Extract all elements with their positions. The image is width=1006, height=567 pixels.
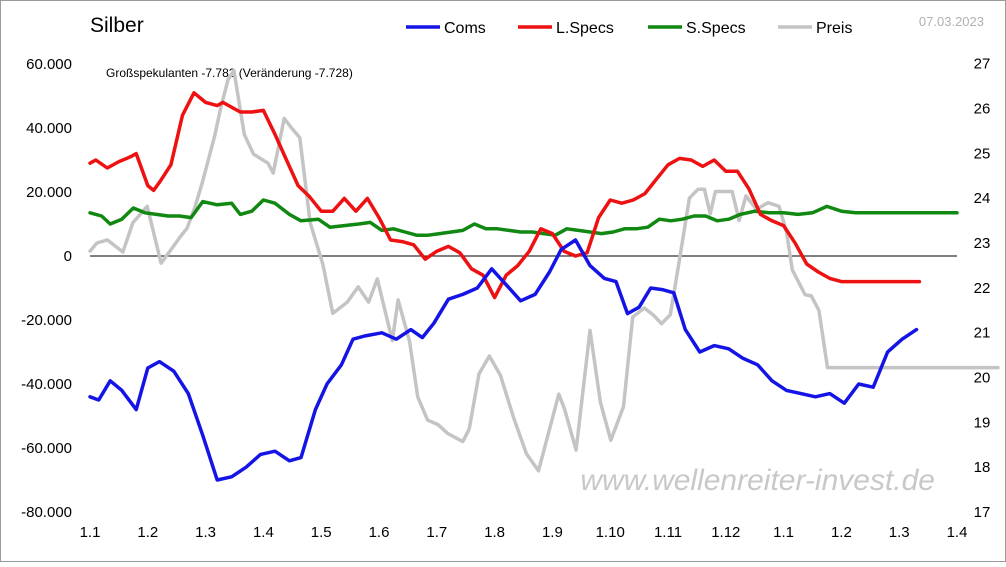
- chart-title: Silber: [90, 14, 144, 37]
- y-right-tick-label: 21: [974, 325, 991, 342]
- y-left-tick-label: 60.000: [26, 56, 72, 73]
- legend-label: L.Specs: [556, 20, 614, 37]
- x-tick-label: 1.1: [773, 524, 794, 541]
- chart-watermark: www.wellenreiter-invest.de: [580, 464, 935, 497]
- y-right-tick-label: 23: [974, 235, 991, 252]
- series-line-coms: [88, 238, 919, 482]
- x-tick-label: 1.1: [80, 524, 101, 541]
- x-tick-label: 1.8: [484, 524, 505, 541]
- y-left-tick-label: -80.000: [21, 504, 72, 521]
- legend-label: Coms: [444, 20, 486, 37]
- y-right-tick-label: 27: [974, 56, 991, 73]
- series-line-l-specs: [88, 91, 922, 300]
- x-tick-label: 1.6: [369, 524, 390, 541]
- x-tick-label: 1.3: [889, 524, 910, 541]
- y-right-tick-label: 22: [974, 280, 991, 297]
- y-left-tick-label: -20.000: [21, 312, 72, 329]
- y-left-tick-label: -40.000: [21, 376, 72, 393]
- series-line-s-specs: [88, 198, 959, 237]
- legend-label: S.Specs: [686, 20, 746, 37]
- chart-annotation: Großspekulanten -7.782 (Veränderung -7.7…: [106, 66, 353, 80]
- y-left-tick-label: 40.000: [26, 120, 72, 137]
- y-left-tick-label: -60.000: [21, 440, 72, 457]
- x-tick-label: 1.5: [311, 524, 332, 541]
- x-tick-label: 1.2: [137, 524, 158, 541]
- y-right-tick-label: 20: [974, 370, 991, 387]
- y-right-tick-label: 18: [974, 459, 991, 476]
- y-right-tick-label: 25: [974, 145, 991, 162]
- y-left-tick-label: 0: [64, 248, 72, 265]
- legend-label: Preis: [816, 20, 852, 37]
- x-tick-label: 1.10: [596, 524, 625, 541]
- x-tick-label: 1.4: [947, 524, 968, 541]
- x-tick-label: 1.9: [542, 524, 563, 541]
- x-tick-label: 1.12: [711, 524, 740, 541]
- y-right-tick-label: 26: [974, 101, 991, 118]
- series-layer: [88, 68, 1000, 482]
- x-tick-label: 1.2: [831, 524, 852, 541]
- y-right-tick-label: 24: [974, 190, 991, 207]
- y-right-tick-label: 17: [974, 504, 991, 521]
- x-tick-label: 1.11: [654, 524, 682, 541]
- series-line-preis: [88, 68, 1000, 473]
- axes: 60.000 40.000 20.000 0 -20.000 -40.000 -60.000…: [21, 56, 990, 541]
- x-tick-label: 1.7: [426, 524, 447, 541]
- x-tick-label: 1.3: [195, 524, 216, 541]
- y-right-tick-label: 19: [974, 414, 991, 431]
- chart-date: 07.03.2023: [919, 14, 984, 29]
- y-left-tick-label: 20.000: [26, 184, 72, 201]
- x-tick-label: 1.4: [253, 524, 274, 541]
- legend: Coms L.Specs S.Specs Preis: [406, 20, 852, 37]
